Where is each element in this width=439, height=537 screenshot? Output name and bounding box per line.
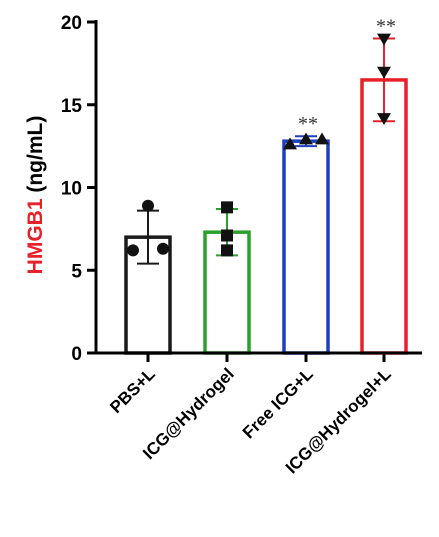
data-point (283, 137, 297, 150)
data-point (221, 229, 233, 242)
bars: ** ** (94, 16, 422, 355)
data-point (142, 199, 154, 212)
y-axis-label: HMGB1 (ng/mL) (24, 116, 47, 275)
significance-label: ** (298, 113, 318, 135)
x-tick-label: Free ICG+L (239, 364, 317, 442)
significance-label: ** (376, 16, 396, 38)
data-point (157, 242, 169, 255)
y-tick-label: 10 (61, 179, 82, 200)
y-axis-title-part: HMGB1 (24, 198, 47, 274)
data-point (315, 132, 329, 145)
y-tick-label: 15 (61, 96, 83, 117)
bar (282, 139, 330, 355)
y-tick-label: 0 (71, 344, 82, 365)
y-tick-label: 5 (71, 261, 82, 282)
data-point (127, 244, 139, 257)
y-tick-label: 20 (61, 13, 82, 34)
y-axis: 0 5 10 15 20 (61, 13, 98, 365)
x-tick-label: PBS+L (106, 364, 159, 417)
data-point (221, 244, 233, 257)
y-axis-title-part: (ng/mL) (24, 116, 47, 199)
data-point (299, 132, 313, 145)
data-point (377, 113, 391, 125)
data-point (377, 66, 391, 79)
data-point (377, 33, 391, 46)
y-axis-title: HMGB1 (ng/mL) (24, 116, 47, 275)
data-point (221, 201, 233, 214)
